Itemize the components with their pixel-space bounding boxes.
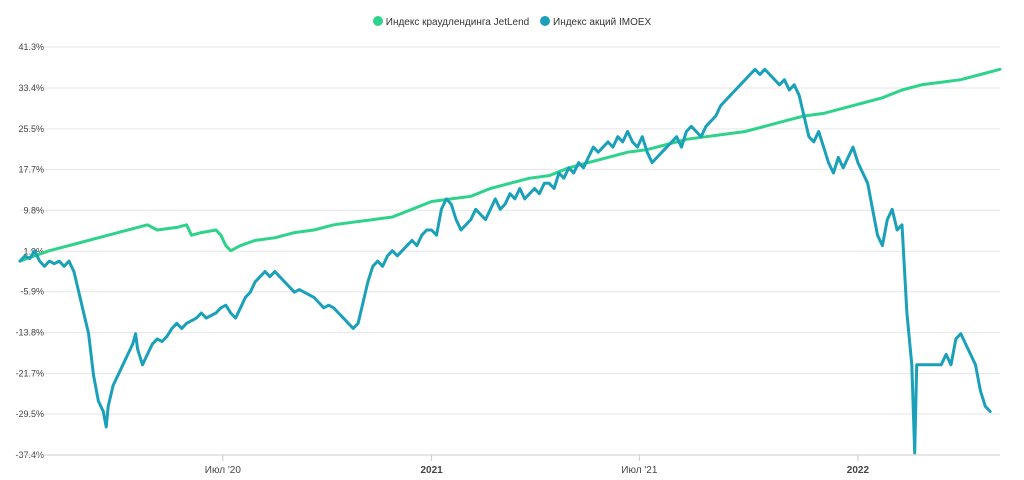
- x-tick-label: 2022: [847, 465, 870, 476]
- series-line-jetlend[interactable]: [18, 67, 1002, 263]
- y-axis: 41.3%33.4%25.5%17.7%9.8%1.9%-5.9%-13.8%-…: [15, 42, 44, 460]
- series-line-imoex[interactable]: [18, 67, 992, 455]
- legend-label-jetlend: Индекс краудлендинга JetLend: [385, 17, 530, 28]
- legend-marker-imoex: [540, 16, 551, 26]
- legend-marker-jetlend: [372, 16, 383, 26]
- y-tick-label: -29.5%: [15, 409, 44, 419]
- y-tick-label: 9.8%: [23, 205, 44, 215]
- x-tick-label: Июл '21: [621, 465, 658, 476]
- y-tick-label: -21.7%: [15, 369, 44, 379]
- series-group: [18, 67, 1002, 455]
- y-tick-label: 41.3%: [18, 42, 44, 52]
- grid: [20, 46, 1000, 456]
- y-tick-label: -5.9%: [20, 287, 44, 297]
- y-tick-label: -13.8%: [15, 328, 44, 338]
- legend-label-imoex: Индекс акций IMOEX: [553, 17, 652, 28]
- x-axis: Июл '20 2021 Июл '21 2022: [20, 454, 1000, 476]
- y-tick-label: 25.5%: [18, 124, 44, 134]
- legend-item-jetlend[interactable]: Индекс краудлендинга JetLend: [372, 16, 530, 28]
- legend: Индекс краудлендинга JetLend Индекс акци…: [0, 16, 1024, 28]
- y-tick-label: 33.4%: [18, 83, 44, 93]
- legend-item-imoex[interactable]: Индекс акций IMOEX: [540, 16, 651, 28]
- y-tick-label: 17.7%: [18, 164, 44, 174]
- x-tick-label: 2021: [420, 465, 443, 476]
- x-tick-label: Июл '20: [205, 465, 242, 476]
